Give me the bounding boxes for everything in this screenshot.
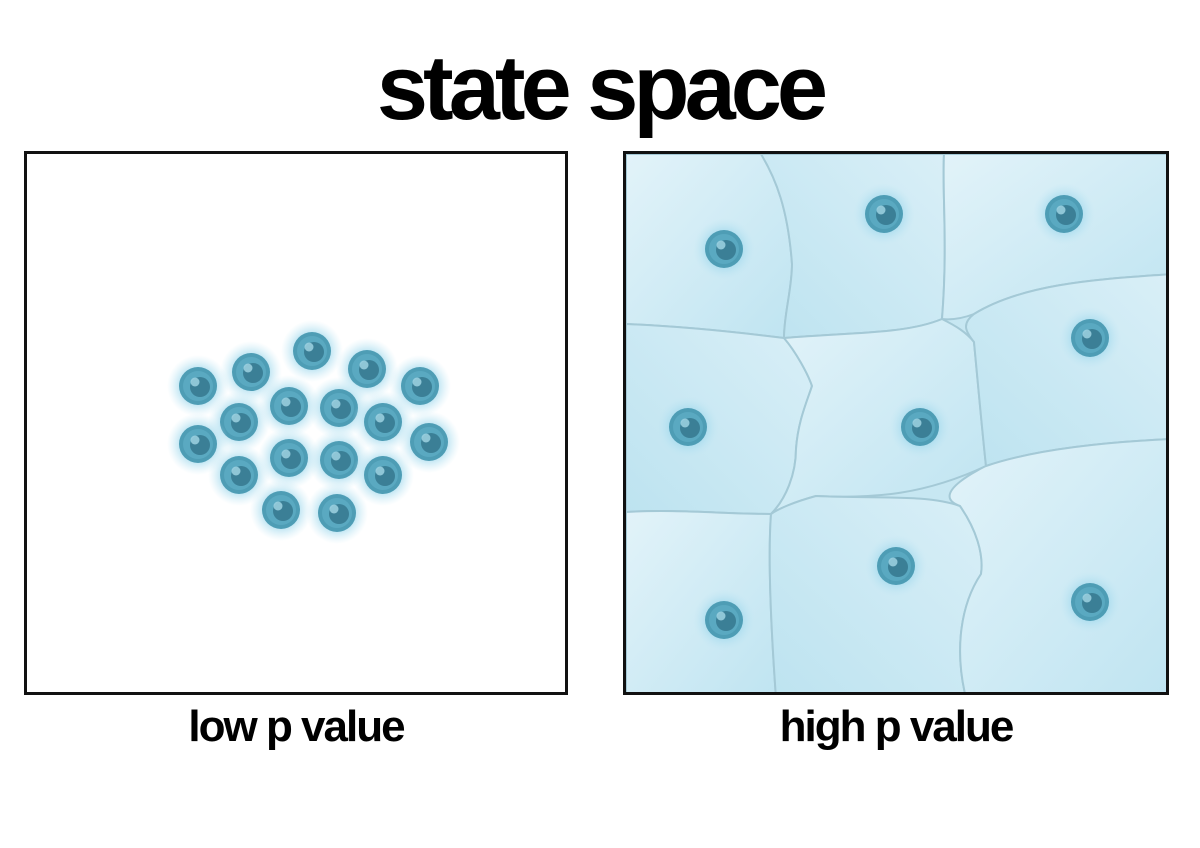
- particle-icon: [352, 444, 414, 506]
- particle-icon: [657, 396, 719, 458]
- particle-icon: [258, 427, 320, 489]
- particle-icon: [281, 320, 343, 382]
- cell-region: [626, 322, 814, 516]
- particle-icon: [889, 396, 951, 458]
- cell-region: [768, 494, 983, 692]
- cell-region: [965, 273, 1166, 468]
- particle-icon: [1059, 307, 1121, 369]
- particle-icon: [306, 482, 368, 544]
- particle-icon: [1059, 571, 1121, 633]
- panel-low-p-value: [24, 151, 568, 695]
- particle-icon: [250, 479, 312, 541]
- panel-high-p-value: [623, 151, 1169, 695]
- caption-low-p-value: low p value: [188, 702, 405, 751]
- cell-region: [770, 317, 988, 515]
- particle-icon: [167, 355, 229, 417]
- cell-region: [948, 438, 1166, 692]
- particle-icon: [693, 218, 755, 280]
- particle-icon: [398, 411, 460, 473]
- particle-icon: [1033, 183, 1095, 245]
- caption-high-p-value: high p value: [779, 702, 1015, 751]
- particle-icon: [865, 535, 927, 597]
- diagram-title: state space: [376, 37, 828, 139]
- cell-partition: [626, 154, 1166, 692]
- particle-icon: [693, 589, 755, 651]
- particle-icon: [258, 375, 320, 437]
- particle-icon: [853, 183, 915, 245]
- particle-icon: [208, 444, 270, 506]
- particle-cluster: [167, 320, 460, 544]
